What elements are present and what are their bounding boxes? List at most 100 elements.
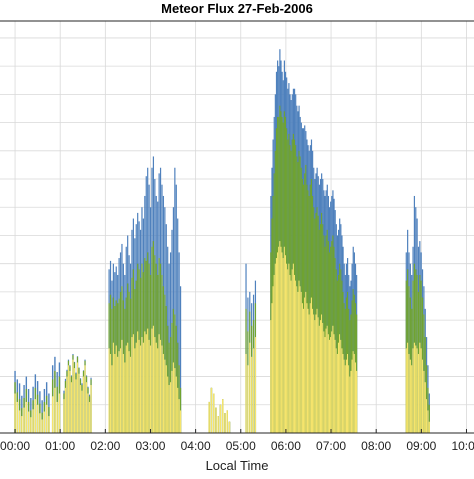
bar-yellow [339, 334, 341, 433]
bar-yellow [158, 334, 160, 433]
bar-yellow [39, 413, 41, 433]
axis-layer: 00:00 01:00 02:00 03:00 04:00 05:00 06:00 07:00… [0, 20, 474, 453]
bar-yellow [297, 291, 299, 433]
bar-yellow [284, 255, 287, 433]
bar-yellow [88, 401, 91, 433]
bar-yellow [34, 399, 37, 433]
bar-yellow [84, 365, 86, 433]
bar-yellow [168, 385, 170, 433]
bar-yellow [340, 339, 342, 433]
bar-yellow [421, 359, 424, 433]
bar-yellow [334, 339, 336, 433]
bar-yellow [426, 399, 428, 433]
bar-yellow [330, 337, 332, 433]
x-tick-label: 08:00 [361, 439, 391, 453]
bar-yellow [420, 348, 422, 433]
bar-yellow [127, 342, 129, 433]
bar-yellow [125, 345, 127, 433]
bar-yellow [292, 263, 295, 433]
x-tick-label: 05:00 [226, 439, 256, 453]
x-tick-label: 04:00 [181, 439, 211, 453]
bar-yellow [313, 314, 315, 433]
bar-yellow [73, 368, 76, 433]
bar-yellow [291, 269, 293, 433]
bar-yellow [51, 396, 54, 433]
x-tick-label: 02:00 [90, 439, 120, 453]
bar-yellow [322, 322, 324, 433]
bar-yellow [58, 393, 61, 433]
bar-yellow [349, 376, 351, 433]
bar-yellow [293, 274, 296, 433]
bar-yellow [281, 252, 283, 433]
bar-yellow [419, 342, 421, 433]
bar-yellow [277, 252, 279, 433]
bar-yellow [343, 359, 345, 433]
bar-yellow [171, 370, 173, 433]
bar-yellow [296, 286, 298, 433]
bar-yellow [270, 320, 272, 433]
bar-yellow [142, 342, 145, 433]
bar-yellow [275, 258, 278, 433]
bar-yellow [132, 334, 134, 433]
bar-yellow [157, 348, 159, 433]
bar-yellow [64, 387, 67, 433]
bar-yellow [348, 365, 350, 433]
bar-yellow [81, 390, 83, 433]
bar-yellow [114, 353, 116, 433]
bar-blue [178, 252, 180, 433]
x-axis-label: Local Time [206, 458, 269, 473]
bar-yellow [307, 308, 309, 433]
bar-yellow [318, 325, 320, 433]
bar-yellow [117, 356, 119, 433]
bar-yellow [417, 353, 420, 433]
bar-yellow [412, 348, 414, 433]
bar-yellow [272, 286, 274, 433]
bar-blue [175, 184, 177, 433]
bar-yellow [274, 263, 276, 433]
bar-yellow [423, 370, 425, 433]
bar-yellow [314, 320, 316, 433]
bar-yellow [279, 241, 281, 433]
bar-yellow [226, 410, 228, 433]
bar-yellow [356, 370, 358, 433]
bar-yellow [155, 342, 157, 433]
bar-blue [174, 167, 176, 433]
bar-yellow [119, 348, 122, 433]
bar-yellow [273, 274, 275, 433]
bar-yellow [328, 339, 331, 433]
bar-yellow [427, 410, 429, 433]
bar-blue [177, 218, 179, 433]
bar-green [428, 404, 430, 433]
bar-yellow [148, 339, 150, 433]
bar-yellow [128, 351, 130, 433]
bar-yellow [30, 417, 32, 433]
bar-yellow [76, 362, 79, 433]
bar-yellow [210, 387, 213, 433]
bar-yellow [428, 421, 430, 433]
bar-yellow [167, 376, 169, 433]
bar-yellow [138, 339, 140, 433]
bar-yellow [308, 314, 310, 433]
bar-yellow [228, 421, 231, 433]
bar-yellow [217, 416, 219, 433]
bar-yellow [169, 382, 172, 433]
bar-yellow [354, 362, 357, 433]
bar-yellow [164, 359, 166, 433]
bar-yellow [222, 399, 224, 433]
x-tick-label: 03:00 [135, 439, 165, 453]
bar-yellow [79, 385, 82, 433]
bar-yellow [332, 325, 334, 433]
bar-yellow [90, 385, 92, 433]
bar-yellow [151, 328, 153, 433]
bar-yellow [27, 411, 30, 433]
bar-yellow [278, 246, 280, 433]
bar-blue [179, 286, 182, 433]
bar-yellow [350, 370, 352, 433]
bar-yellow [67, 365, 70, 433]
bar-yellow [144, 331, 146, 433]
bar-yellow [111, 365, 113, 433]
bar-yellow [85, 382, 88, 433]
bar-yellow [251, 356, 253, 433]
bar-yellow [23, 407, 25, 433]
bar-yellow [122, 353, 124, 433]
